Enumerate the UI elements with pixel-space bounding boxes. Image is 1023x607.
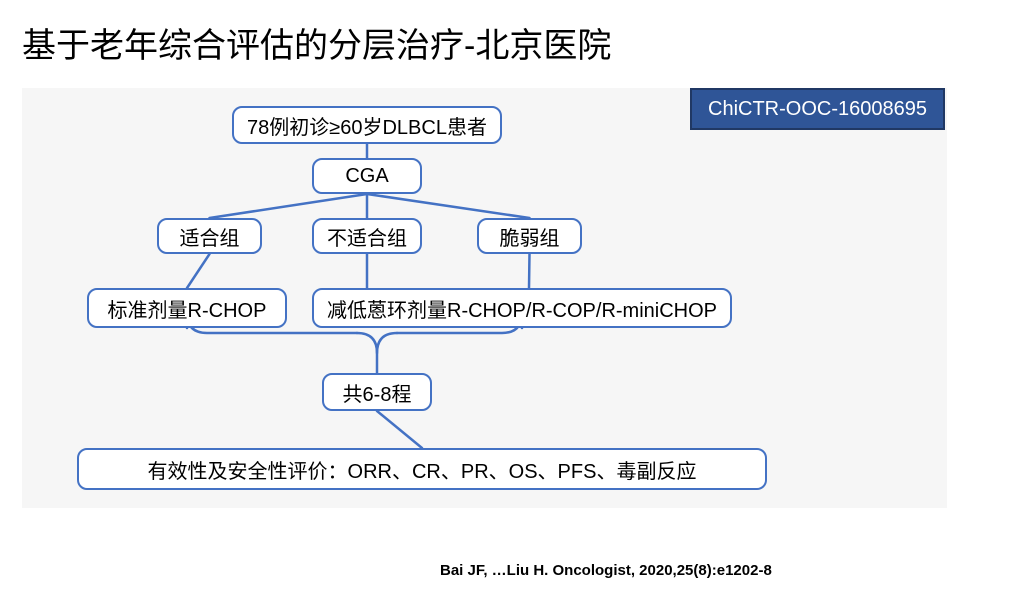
flow-node-n-cycles: 共6-8程 bbox=[322, 373, 432, 411]
flow-node-n-std: 标准剂量R-CHOP bbox=[87, 288, 287, 328]
trial-id-badge: ChiCTR-OOC-16008695 bbox=[690, 88, 945, 130]
flow-node-n-root: 78例初诊≥60岁DLBCL患者 bbox=[232, 106, 502, 144]
page-title: 基于老年综合评估的分层治疗-北京医院 bbox=[22, 18, 611, 67]
flow-node-n-unfit: 不适合组 bbox=[312, 218, 422, 254]
flow-node-n-cga: CGA bbox=[312, 158, 422, 194]
flow-node-n-outcome: 有效性及安全性评价：ORR、CR、PR、OS、PFS、毒副反应 bbox=[77, 448, 767, 490]
flowchart-canvas: 78例初诊≥60岁DLBCL患者 CGA 适合组 不适合组 脆弱组标准剂量R-CHOP 减… bbox=[22, 88, 947, 508]
flow-node-n-reduced: 减低蒽环剂量R-CHOP/R-COP/R-miniCHOP bbox=[312, 288, 732, 328]
flow-node-n-fit: 适合组 bbox=[157, 218, 262, 254]
flow-node-n-frail: 脆弱组 bbox=[477, 218, 582, 254]
citation-text: Bai JF, …Liu H. Oncologist, 2020,25(8):e… bbox=[440, 562, 772, 579]
